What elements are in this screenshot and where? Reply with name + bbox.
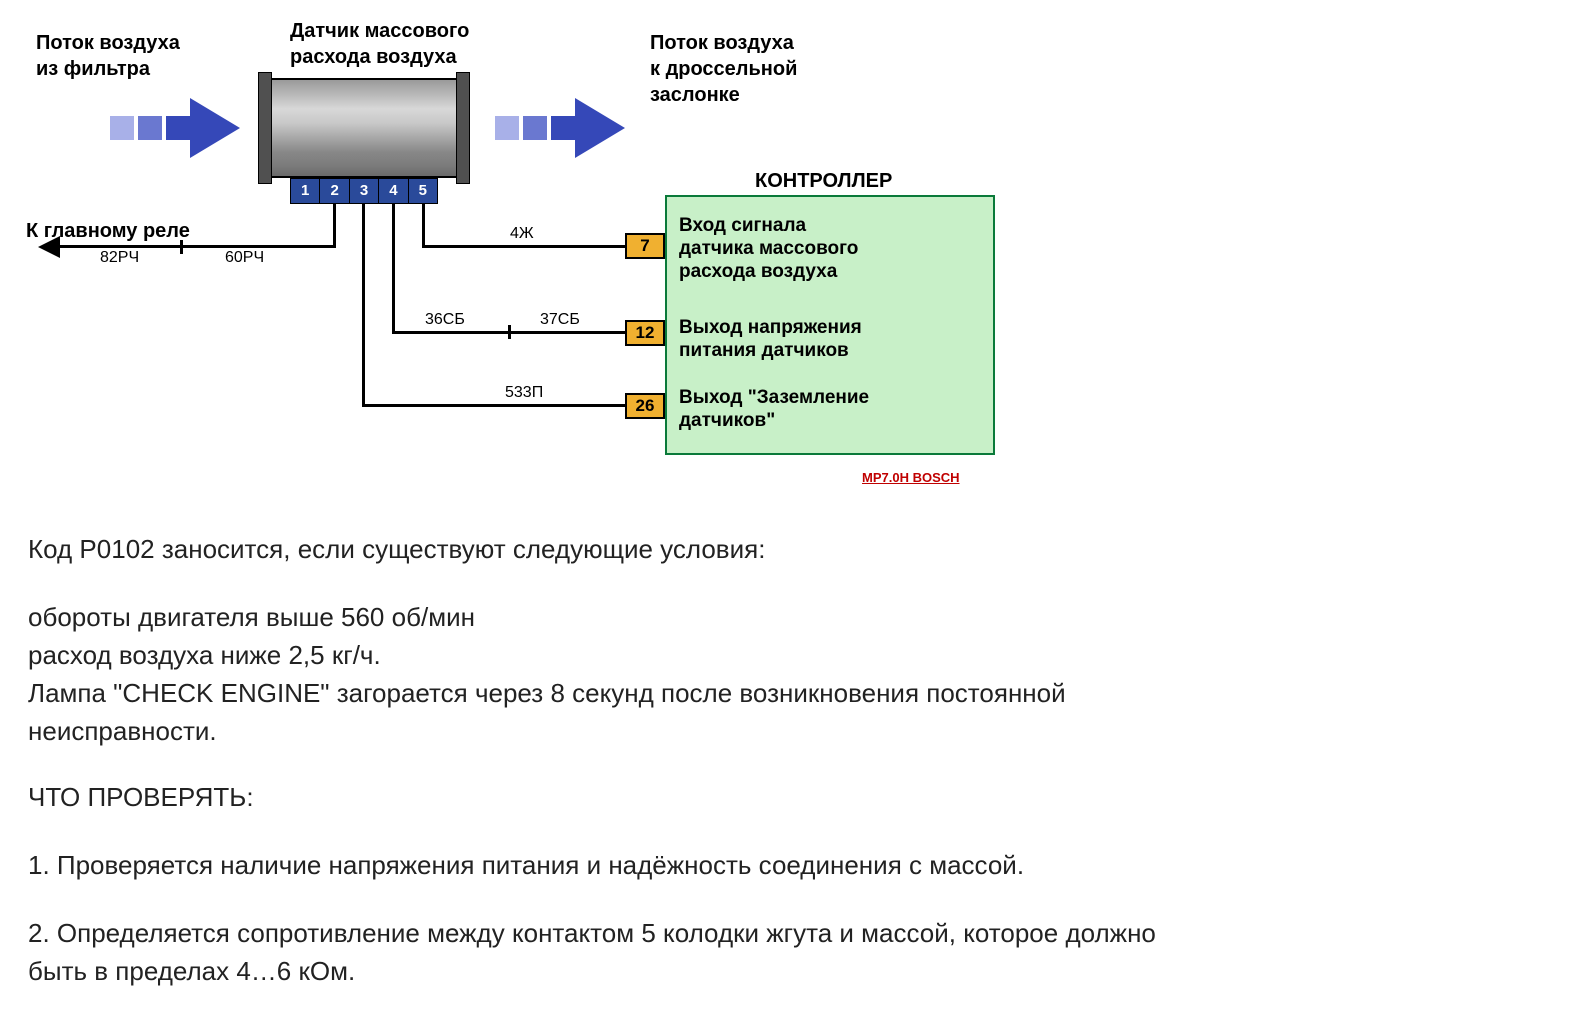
- bosch-label: MP7.0H BOSCH: [862, 470, 960, 485]
- wire-label-4zh: 4Ж: [510, 225, 534, 243]
- controller-row-26: Выход "Заземление датчиков": [679, 387, 981, 433]
- body-p4: 1. Проверяется наличие напряжения питани…: [28, 846, 1024, 885]
- wire: [180, 240, 183, 254]
- pin-2: 2: [320, 179, 349, 203]
- arrow-right-icon: [495, 98, 625, 158]
- controller-row-12: Выход напряжения питания датчиков: [679, 317, 981, 363]
- controller-pin-12: 12: [625, 320, 665, 346]
- pin-4: 4: [379, 179, 408, 203]
- wire: [333, 204, 336, 248]
- body-p5-l1: 2. Определяется сопротивление между конт…: [28, 914, 1156, 953]
- body-p2-l2: расход воздуха ниже 2,5 кг/ч.: [28, 636, 381, 675]
- wire-label-60rch: 60РЧ: [225, 249, 264, 267]
- wire: [392, 204, 395, 334]
- controller-pin-26: 26: [625, 393, 665, 419]
- wiring-diagram: Поток воздуха из фильтра Датчик массовог…: [0, 0, 1585, 520]
- arrow-left-icon: [110, 98, 240, 158]
- arrow-head-icon: [38, 236, 60, 258]
- wire: [422, 204, 425, 248]
- body-p2-l1: обороты двигателя выше 560 об/мин: [28, 598, 475, 637]
- controller-row-7: Вход сигнала датчика массового расхода в…: [679, 215, 981, 283]
- pin-5: 5: [409, 179, 437, 203]
- controller-box: Вход сигнала датчика массового расхода в…: [665, 195, 995, 455]
- wire: [60, 245, 336, 248]
- body-p1: Код Р0102 заносится, если существуют сле…: [28, 530, 765, 569]
- maf-sensor: [264, 78, 464, 178]
- wire-label-37sb: 37СБ: [540, 311, 580, 329]
- label-air-to-throttle: Поток воздуха к дроссельной заслонке: [650, 30, 797, 108]
- body-p2-l3: Лампа "CHECK ENGINE" загорается через 8 …: [28, 674, 1066, 713]
- wire: [508, 325, 511, 339]
- pin-3: 3: [350, 179, 379, 203]
- wire-label-533p: 533П: [505, 384, 543, 402]
- body-p2-l4: неисправности.: [28, 712, 217, 751]
- maf-sensor-pins: 1 2 3 4 5: [290, 178, 438, 204]
- wire: [362, 404, 625, 407]
- wire: [362, 204, 365, 407]
- wire-label-82rch: 82РЧ: [100, 249, 139, 267]
- wire-label-36sb: 36СБ: [425, 311, 465, 329]
- wire: [422, 245, 625, 248]
- controller-pin-7: 7: [625, 233, 665, 259]
- label-air-from-filter: Поток воздуха из фильтра: [36, 30, 180, 82]
- pin-1: 1: [291, 179, 320, 203]
- label-controller-title: КОНТРОЛЛЕР: [755, 168, 892, 194]
- body-p3: ЧТО ПРОВЕРЯТЬ:: [28, 778, 254, 817]
- label-maf-sensor: Датчик массового расхода воздуха: [290, 18, 469, 70]
- body-p5-l2: быть в пределах 4…6 кОм.: [28, 952, 355, 991]
